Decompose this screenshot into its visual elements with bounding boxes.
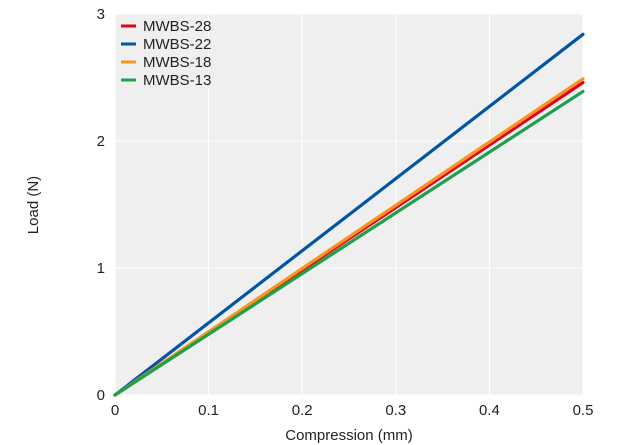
x-tick-label: 0.2 [292, 402, 313, 419]
x-tick-label: 0.5 [573, 402, 594, 419]
legend-item: MWBS-22 [121, 36, 211, 53]
y-tick-label: 2 [97, 133, 105, 150]
y-axis-label: Load (N) [25, 176, 42, 234]
x-axis-label: Compression (mm) [285, 427, 413, 444]
x-axis-ticks: 0 0.1 0.2 0.3 0.4 0.5 [111, 402, 594, 419]
series-line-mwbs-13 [113, 89, 585, 397]
series-line-mwbs-18 [113, 77, 585, 397]
y-tick-label: 3 [97, 6, 105, 23]
x-tick-label: 0.3 [385, 402, 406, 419]
legend-label: MWBS-18 [143, 54, 211, 71]
x-tick-label: 0.4 [479, 402, 500, 419]
plot-background [115, 14, 583, 395]
series-lines [113, 32, 585, 397]
y-tick-label: 1 [97, 260, 105, 277]
legend-item: MWBS-13 [121, 72, 211, 89]
x-tick-label: 0 [111, 402, 119, 419]
y-axis-ticks: 0 1 2 3 [97, 6, 105, 404]
grid-lines [114, 13, 584, 396]
legend-label: MWBS-13 [143, 72, 211, 89]
legend-item: MWBS-18 [121, 54, 211, 71]
legend-label: MWBS-22 [143, 36, 211, 53]
legend-label: MWBS-28 [143, 18, 211, 35]
legend-item: MWBS-28 [121, 18, 211, 35]
x-tick-label: 0.1 [198, 402, 219, 419]
series-line-mwbs-22 [113, 32, 585, 397]
y-tick-label: 0 [97, 387, 105, 404]
